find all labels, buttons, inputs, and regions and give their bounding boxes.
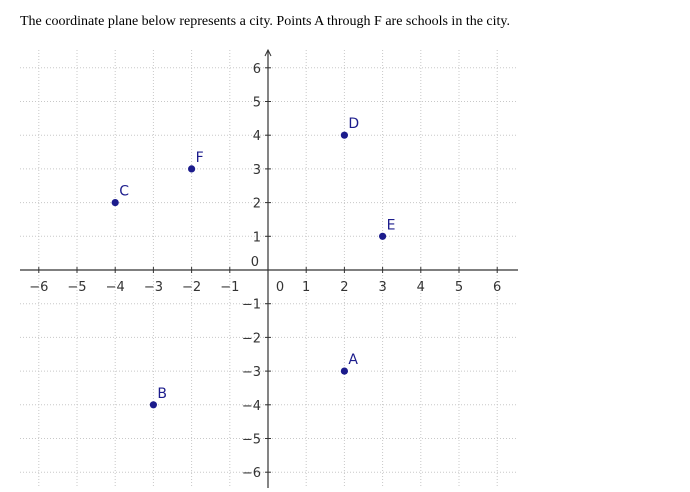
y-tick-label: 4: [253, 129, 261, 144]
y-tick-label: −2: [242, 331, 261, 346]
y-tick-label: 1: [253, 230, 261, 245]
y-tick-label: −5: [242, 433, 261, 448]
y-tick-label: −1: [242, 298, 261, 313]
y-tick-label: −6: [242, 466, 261, 481]
x-tick-label: −4: [106, 280, 125, 295]
y-axis-arrow-icon: [264, 48, 272, 57]
x-tick-label: 3: [378, 280, 386, 295]
point-label-b: B: [157, 386, 167, 402]
question-text: The coordinate plane below represents a …: [20, 14, 511, 29]
point-e: [379, 232, 387, 240]
x-tick-label: 5: [455, 280, 463, 295]
y-tick-label: 5: [253, 96, 261, 111]
x-tick-label: 6: [493, 280, 501, 295]
school-points: A B C D E F: [111, 116, 396, 409]
point-label-a: A: [348, 352, 358, 368]
point-label-e: E: [387, 217, 396, 233]
point-c: [111, 199, 119, 207]
point-f: [188, 165, 196, 173]
x-tick-label: −5: [67, 280, 86, 295]
y-tick-label: 2: [253, 197, 261, 212]
axes: [20, 48, 518, 488]
point-b: [149, 401, 157, 409]
point-label-c: C: [119, 184, 129, 200]
y-tick-label: 3: [253, 163, 261, 178]
x-tick-label: 2: [340, 280, 348, 295]
tick-labels: −6 −5 −4 −3 −2 −1 0 1 2 3 4 5 6 −6 −5 −4 −3 −2 −1 0 1 2 3 4 5 6: [29, 62, 501, 481]
point-a: [340, 367, 348, 375]
point-label-f: F: [196, 150, 204, 166]
y-tick-label: −3: [242, 365, 261, 380]
y-tick-label: 6: [253, 62, 261, 77]
grid-lines: [20, 50, 518, 488]
x-tick-label: −3: [144, 280, 163, 295]
x-tick-label: −6: [29, 280, 48, 295]
x-tick-label: 0: [276, 280, 284, 295]
x-tick-label: 1: [302, 280, 310, 295]
x-tick-label: −2: [182, 280, 201, 295]
y-tick-label: 0: [251, 255, 259, 270]
point-d: [340, 131, 348, 139]
x-tick-label: −1: [220, 280, 239, 295]
y-tick-label: −4: [242, 399, 261, 414]
point-label-d: D: [348, 116, 359, 132]
x-tick-label: 4: [417, 280, 425, 295]
